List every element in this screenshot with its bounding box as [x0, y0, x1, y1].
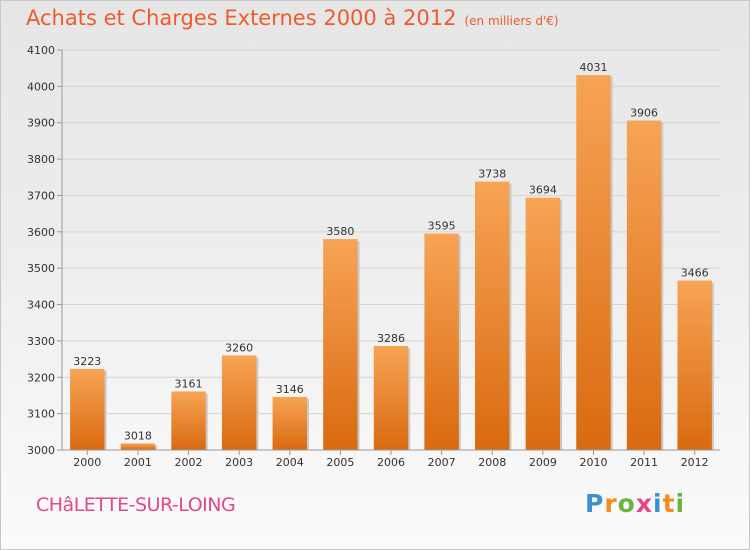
y-tick-label: 3400: [27, 299, 55, 312]
y-tick-label: 3300: [27, 335, 55, 348]
bar-2011: [626, 120, 662, 450]
city-name: CHâLETTE-SUR-LOING: [36, 494, 236, 516]
bars: [70, 75, 714, 451]
data-label-2007: 3595: [428, 220, 456, 233]
x-tick-label-2009: 2009: [529, 456, 557, 469]
x-tick-label-2010: 2010: [579, 456, 607, 469]
logo-letter: i: [675, 489, 686, 518]
data-label-2009: 3694: [529, 184, 557, 197]
proxiti-logo: Proxiti: [585, 489, 685, 518]
chart-title: Achats et Charges Externes 2000 à 2012: [26, 6, 457, 30]
y-tick-label: 3600: [27, 226, 55, 239]
bar-2005: [323, 239, 358, 450]
y-tick-label: 4000: [27, 80, 55, 93]
bar-2012: [677, 280, 712, 450]
y-tick-label: 3700: [27, 189, 55, 202]
logo-letter: t: [662, 489, 676, 518]
chart-subtitle: (en milliers d'€): [464, 14, 559, 28]
bar-2008: [475, 181, 510, 451]
data-label-2004: 3146: [276, 383, 304, 396]
logo-letter: r: [604, 489, 618, 518]
x-tick-label-2008: 2008: [478, 456, 506, 469]
bar-2001: [120, 443, 156, 450]
x-tick-label-2006: 2006: [377, 456, 405, 469]
y-tick-label: 3800: [27, 153, 55, 166]
data-label-2010: 4031: [579, 61, 607, 74]
data-label-2005: 3580: [326, 225, 354, 238]
bar-2006: [373, 346, 409, 450]
x-tick-label-2012: 2012: [681, 456, 709, 469]
data-label-2006: 3286: [377, 332, 405, 345]
y-tick-label: 3900: [27, 117, 55, 130]
bar-2000: [70, 368, 105, 450]
axes: [57, 49, 720, 455]
x-tick-label-2001: 2001: [124, 456, 152, 469]
bar-2003: [221, 355, 257, 450]
labels: 3000 3100 3200 3300 3400 3500 3600 3700 3800 3900…: [27, 44, 709, 469]
data-label-2003: 3260: [225, 341, 253, 354]
x-tick-label-2002: 2002: [175, 456, 203, 469]
data-label-2000: 3223: [73, 355, 101, 368]
logo-letter: i: [653, 489, 663, 518]
x-tick-label-2005: 2005: [326, 456, 354, 469]
data-label-2012: 3466: [681, 267, 709, 280]
data-label-2001: 3018: [124, 429, 152, 442]
y-tick-label: 3100: [27, 408, 55, 421]
y-tick-label: 3500: [27, 262, 55, 275]
data-label-2008: 3738: [478, 168, 506, 181]
logo-letter: x: [635, 489, 653, 518]
bar-2007: [424, 233, 459, 450]
y-tick-label: 4100: [27, 44, 55, 57]
data-label-2002: 3161: [175, 377, 203, 390]
logo-letter: o: [617, 489, 636, 518]
x-tick-label-2004: 2004: [276, 456, 304, 469]
y-tick-label: 3000: [27, 444, 55, 457]
bar-2002: [171, 391, 206, 450]
y-tick-label: 3200: [27, 371, 55, 384]
data-label-2011: 3906: [630, 107, 658, 120]
x-tick-label-2000: 2000: [73, 456, 101, 469]
bar-2010: [576, 75, 611, 450]
chart-title-line: Achats et Charges Externes 2000 à 2012 (e…: [26, 6, 559, 30]
x-tick-label-2003: 2003: [225, 456, 253, 469]
bar-2009: [525, 197, 561, 450]
logo-letter: P: [585, 489, 605, 518]
bar-2004: [272, 396, 307, 450]
x-tick-label-2011: 2011: [630, 456, 658, 469]
x-tick-label-2007: 2007: [428, 456, 456, 469]
